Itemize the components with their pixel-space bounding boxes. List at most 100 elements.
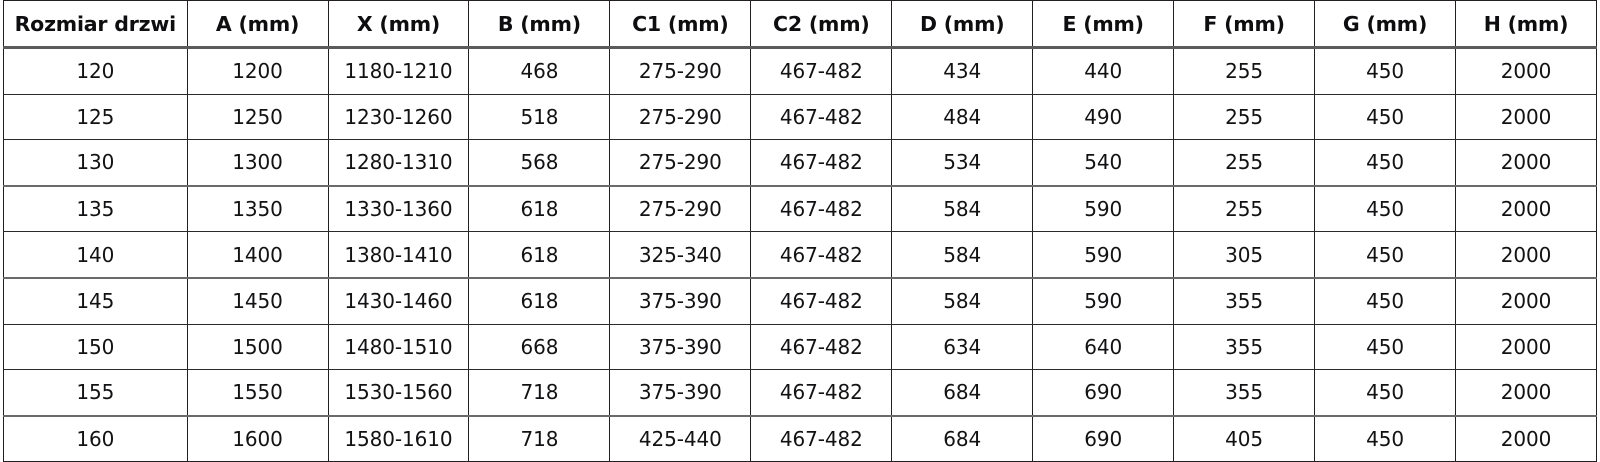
table-row: 135 1350 1330-1360 618 275-290 467-482 584 590 2… (3, 184, 1597, 233)
cell-value: 355 (1173, 276, 1316, 325)
cell-value: 490 (1032, 93, 1175, 141)
column-header-7: E (mm) (1032, 0, 1175, 49)
cell-value: 634 (891, 323, 1034, 371)
cell-value: 467-482 (750, 139, 893, 187)
cell-value: 255 (1173, 93, 1316, 141)
cell-value: 355 (1173, 369, 1316, 417)
cell-value: 1600 (186, 414, 329, 462)
cell-value: 405 (1173, 414, 1316, 462)
cell-value: 467-482 (750, 231, 893, 279)
cell-value: 467-482 (750, 276, 893, 325)
cell-value: 1380-1410 (327, 231, 470, 279)
cell-value: 275-290 (609, 93, 752, 141)
cell-value: 255 (1173, 139, 1316, 187)
cell-value: 355 (1173, 323, 1316, 371)
cell-value: 1300 (186, 139, 329, 187)
cell-value: 467-482 (750, 184, 893, 233)
cell-value: 2000 (1455, 231, 1597, 279)
column-header-5: C2 (mm) (750, 0, 893, 49)
cell-value: 684 (891, 369, 1034, 417)
cell-value: 668 (468, 323, 611, 371)
cell-value: 1580-1610 (327, 414, 470, 462)
column-header-1: A (mm) (186, 0, 329, 49)
column-header-6: D (mm) (891, 0, 1034, 49)
cell-value: 2000 (1455, 47, 1597, 95)
cell-value: 590 (1032, 231, 1175, 279)
cell-value: 1400 (186, 231, 329, 279)
cell-door-size: 120 (3, 47, 188, 95)
cell-value: 618 (468, 231, 611, 279)
cell-value: 1330-1360 (327, 184, 470, 233)
cell-value: 2000 (1455, 139, 1597, 187)
cell-value: 375-390 (609, 323, 752, 371)
cell-value: 640 (1032, 323, 1175, 371)
table-row: 120 1200 1180-1210 468 275-290 467-482 434 440 2… (3, 47, 1597, 95)
cell-value: 1430-1460 (327, 276, 470, 325)
cell-value: 440 (1032, 47, 1175, 95)
cell-value: 534 (891, 139, 1034, 187)
cell-value: 255 (1173, 47, 1316, 95)
table-row: 125 1250 1230-1260 518 275-290 467-482 484 490 2… (3, 93, 1597, 141)
cell-value: 690 (1032, 414, 1175, 462)
cell-value: 450 (1314, 323, 1456, 371)
cell-value: 2000 (1455, 184, 1597, 233)
cell-value: 1450 (186, 276, 329, 325)
cell-value: 618 (468, 184, 611, 233)
cell-value: 325-340 (609, 231, 752, 279)
cell-value: 1480-1510 (327, 323, 470, 371)
header-row: Rozmiar drzwi A (mm) X (mm) B (mm) C1 (mm) C2… (3, 0, 1597, 49)
cell-door-size: 160 (3, 414, 188, 462)
cell-door-size: 150 (3, 323, 188, 371)
cell-value: 684 (891, 414, 1034, 462)
cell-value: 1500 (186, 323, 329, 371)
cell-value: 275-290 (609, 47, 752, 95)
cell-value: 584 (891, 276, 1034, 325)
door-size-dimension-table: Rozmiar drzwi A (mm) X (mm) B (mm) C1 (mm) C2… (3, 0, 1597, 462)
column-header-4: C1 (mm) (609, 0, 752, 49)
table-row: 155 1550 1530-1560 718 375-390 467-482 684 690 3… (3, 369, 1597, 417)
cell-value: 1200 (186, 47, 329, 95)
cell-value: 375-390 (609, 276, 752, 325)
column-header-9: G (mm) (1314, 0, 1456, 49)
cell-value: 468 (468, 47, 611, 95)
cell-door-size: 145 (3, 276, 188, 325)
table-row: 140 1400 1380-1410 618 325-340 467-482 584 590 3… (3, 231, 1597, 279)
cell-value: 275-290 (609, 184, 752, 233)
cell-value: 375-390 (609, 369, 752, 417)
cell-value: 450 (1314, 93, 1456, 141)
column-header-8: F (mm) (1173, 0, 1316, 49)
cell-value: 618 (468, 276, 611, 325)
cell-value: 2000 (1455, 323, 1597, 371)
cell-value: 518 (468, 93, 611, 141)
cell-value: 450 (1314, 184, 1456, 233)
cell-value: 540 (1032, 139, 1175, 187)
cell-value: 1350 (186, 184, 329, 233)
column-header-0: Rozmiar drzwi (3, 0, 188, 49)
cell-value: 568 (468, 139, 611, 187)
table-body: 120 1200 1180-1210 468 275-290 467-482 434 440 2… (3, 47, 1597, 462)
cell-value: 2000 (1455, 93, 1597, 141)
cell-value: 1280-1310 (327, 139, 470, 187)
cell-value: 690 (1032, 369, 1175, 417)
cell-value: 584 (891, 231, 1034, 279)
cell-value: 590 (1032, 276, 1175, 325)
cell-value: 467-482 (750, 323, 893, 371)
cell-value: 275-290 (609, 139, 752, 187)
cell-door-size: 130 (3, 139, 188, 187)
table-row: 145 1450 1430-1460 618 375-390 467-482 584 590 3… (3, 276, 1597, 325)
cell-door-size: 135 (3, 184, 188, 233)
cell-door-size: 155 (3, 369, 188, 417)
table-header: Rozmiar drzwi A (mm) X (mm) B (mm) C1 (mm) C2… (3, 0, 1597, 49)
cell-value: 1530-1560 (327, 369, 470, 417)
cell-value: 467-482 (750, 414, 893, 462)
cell-value: 718 (468, 414, 611, 462)
cell-door-size: 140 (3, 231, 188, 279)
cell-value: 484 (891, 93, 1034, 141)
cell-value: 2000 (1455, 369, 1597, 417)
cell-value: 584 (891, 184, 1034, 233)
cell-value: 2000 (1455, 276, 1597, 325)
cell-value: 450 (1314, 47, 1456, 95)
cell-value: 590 (1032, 184, 1175, 233)
cell-value: 450 (1314, 139, 1456, 187)
table-row: 160 1600 1580-1610 718 425-440 467-482 684 690 4… (3, 414, 1597, 462)
